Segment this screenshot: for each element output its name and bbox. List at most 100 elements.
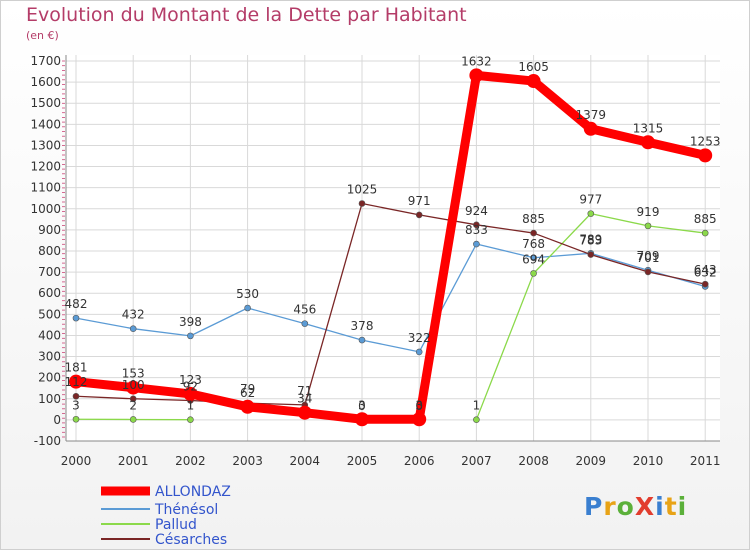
y-tick-label: 1700 <box>30 54 61 68</box>
data-point-césarches <box>358 200 366 207</box>
data-point-pallud <box>187 416 194 423</box>
data-point-thénésol <box>530 254 537 262</box>
data-point-allondaz <box>412 412 427 427</box>
data-label: 530 <box>236 287 259 301</box>
logo-letter: i <box>677 492 688 521</box>
plot-area <box>66 55 720 441</box>
proxiti-logo: ProXiti <box>584 492 687 521</box>
legend-label-thénésol: Thénésol <box>154 502 218 518</box>
y-tick-label: 200 <box>38 371 61 385</box>
data-point-pallud <box>530 270 537 277</box>
data-label: 432 <box>122 308 145 322</box>
data-label: 1 <box>473 399 481 413</box>
data-point-césarches <box>701 280 709 288</box>
data-label: 0 <box>358 399 366 413</box>
data-point-allondaz <box>698 148 713 163</box>
data-point-allondaz <box>526 74 541 89</box>
data-label: 34 <box>297 392 312 406</box>
y-tick-label: -100 <box>34 434 61 448</box>
x-tick-label: 2000 <box>61 454 92 468</box>
y-tick-label: 400 <box>38 328 61 342</box>
data-label: 768 <box>522 237 545 251</box>
data-point-thénésol <box>244 304 251 312</box>
data-point-pallud <box>644 222 652 230</box>
data-point-allondaz <box>583 121 598 136</box>
y-tick-label: 1500 <box>30 96 61 110</box>
y-tick-label: 300 <box>38 350 61 364</box>
data-point-allondaz <box>469 68 484 83</box>
series-line-césarches <box>75 202 706 406</box>
x-tick-label: 2001 <box>118 454 149 468</box>
data-label: 885 <box>522 212 545 226</box>
data-point-allondaz <box>126 380 141 395</box>
x-tick-label: 2003 <box>232 454 263 468</box>
data-label: 643 <box>694 263 717 277</box>
x-tick-label: 2007 <box>461 454 492 468</box>
data-label: 694 <box>522 252 545 266</box>
logo-letter: r <box>603 492 617 521</box>
data-label: 3 <box>415 398 423 412</box>
y-tick-label: 100 <box>38 392 61 406</box>
data-label: 153 <box>122 367 145 381</box>
data-point-allondaz <box>69 374 83 389</box>
data-point-allondaz <box>355 412 369 427</box>
y-tick-label: 1400 <box>30 117 61 131</box>
data-point-césarches <box>587 251 595 258</box>
data-label: 3 <box>358 398 366 412</box>
data-point-thénésol <box>72 314 80 322</box>
legend-label-allondaz: ALLONDAZ <box>155 484 231 500</box>
data-point-thénésol <box>187 332 194 340</box>
data-point-césarches <box>530 229 537 237</box>
data-label: 79 <box>240 382 255 396</box>
data-label: 701 <box>637 251 660 265</box>
x-tick-label: 2006 <box>404 454 435 468</box>
data-label: 789 <box>579 232 602 246</box>
data-label: 378 <box>351 319 374 333</box>
y-tick-label: 700 <box>38 265 61 279</box>
data-label: 1315 <box>633 121 664 135</box>
legend-label-pallud: Pallud <box>155 517 197 533</box>
data-point-césarches <box>72 392 80 400</box>
data-label: 456 <box>293 303 316 317</box>
data-point-allondaz <box>183 386 198 401</box>
y-tick-label: 1600 <box>30 75 61 89</box>
logo-letter: i <box>655 492 665 521</box>
logo-letter: X <box>634 492 656 521</box>
data-point-thénésol <box>358 336 366 344</box>
data-label: 1253 <box>690 134 721 148</box>
data-point-pallud <box>587 210 595 217</box>
data-point-thénésol <box>415 348 423 356</box>
series-line-allondaz <box>71 70 710 424</box>
data-label: 62 <box>240 386 255 400</box>
chart-subtitle: (en €) <box>26 29 59 42</box>
legend-label-césarches: Césarches <box>155 532 227 548</box>
y-tick-label: 0 <box>53 413 61 427</box>
data-label: 398 <box>179 315 202 329</box>
y-tick-label: 1100 <box>30 181 61 195</box>
y-tick-label: 500 <box>38 307 61 321</box>
x-tick-label: 2011 <box>690 454 721 468</box>
data-label: 92 <box>183 379 198 393</box>
data-label: 1 <box>187 399 195 413</box>
data-label: 322 <box>408 331 431 345</box>
x-tick-label: 2004 <box>290 454 321 468</box>
data-label: 100 <box>122 378 145 392</box>
y-tick-label: 1000 <box>30 202 61 216</box>
x-tick-label: 2009 <box>576 454 607 468</box>
x-tick-label: 2010 <box>633 454 664 468</box>
data-label: 3 <box>72 398 80 412</box>
logo-letter: t <box>664 492 678 521</box>
x-tick-label: 2002 <box>175 454 206 468</box>
data-label: 924 <box>465 204 488 218</box>
data-label: 783 <box>579 234 602 248</box>
data-point-césarches <box>644 268 652 276</box>
data-label: 482 <box>65 297 88 311</box>
data-label: 885 <box>694 212 717 226</box>
data-label: 919 <box>637 205 660 219</box>
data-point-césarches <box>129 395 137 403</box>
chart-title: Evolution du Montant de la Dette par Hab… <box>26 4 467 26</box>
y-tick-label: 600 <box>38 286 61 300</box>
data-point-thénésol <box>129 325 137 332</box>
x-tick-label: 2005 <box>347 454 378 468</box>
